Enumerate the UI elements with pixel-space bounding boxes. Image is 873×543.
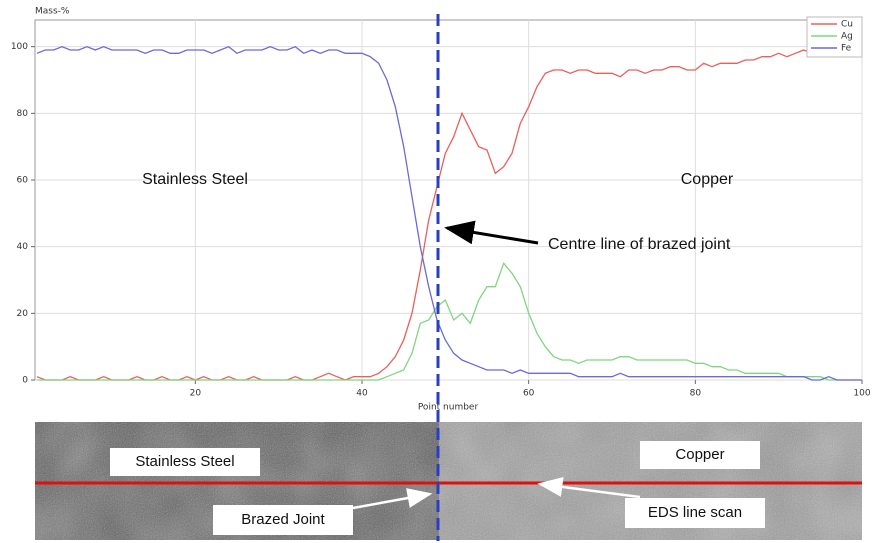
y-axis-label: Mass-%: [35, 7, 70, 17]
legend-box: [807, 17, 862, 57]
y-tick-label: 60: [17, 176, 29, 186]
annotation: Centre line of brazed joint: [548, 236, 731, 253]
x-tick-label: 40: [356, 389, 368, 399]
micro-label: Copper: [675, 446, 724, 463]
y-tick-label: 80: [17, 109, 29, 119]
micro-label: Stainless Steel: [135, 453, 234, 470]
x-tick-label: 60: [523, 389, 535, 399]
y-tick-label: 40: [17, 242, 29, 252]
legend-label: Ag: [841, 32, 853, 42]
y-tick-label: 20: [17, 309, 29, 319]
annotation: Stainless Steel: [142, 171, 248, 188]
annotation: Copper: [681, 171, 734, 188]
x-tick-label: 100: [853, 389, 870, 399]
micro-label: Brazed Joint: [241, 511, 325, 528]
x-tick-label: 80: [690, 389, 702, 399]
plot-frame: [35, 20, 862, 380]
legend-label: Fe: [841, 44, 852, 54]
figure: 0 20 40 60 80 100 20 40 60 80 100 Cu Ag Fe Mass-% Poi…: [0, 0, 873, 543]
micro-label: EDS line scan: [648, 504, 742, 521]
x-tick-label: 20: [190, 389, 202, 399]
plot: 0 20 40 60 80 100 20 40 60 80 100 Cu Ag Fe: [11, 17, 871, 399]
legend-label: Cu: [841, 20, 853, 30]
x-axis-label: Point number: [418, 403, 479, 413]
y-tick-label: 0: [22, 376, 28, 386]
y-tick-label: 100: [11, 42, 28, 52]
micrograph: Stainless Steel Copper Brazed Joint EDS …: [35, 422, 862, 540]
